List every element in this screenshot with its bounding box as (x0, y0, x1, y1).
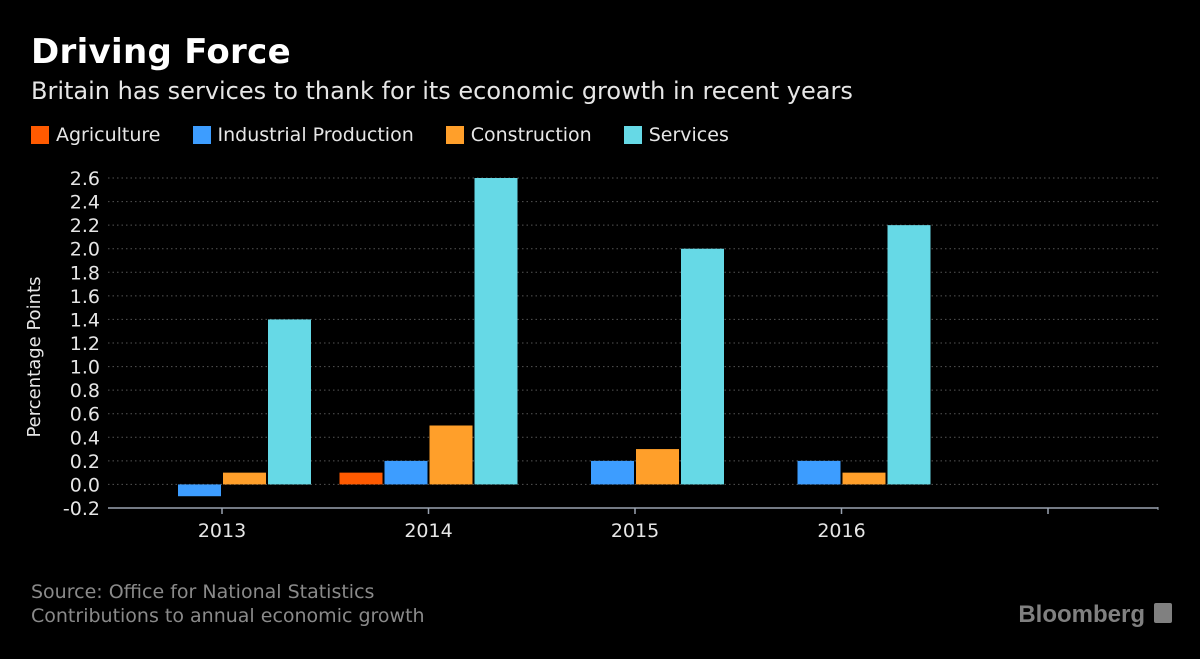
x-tick-label: 2014 (404, 520, 452, 542)
source-note: Source: Office for National Statistics C… (31, 580, 425, 628)
bar-construction-2015 (636, 449, 679, 485)
y-tick-label: 0.6 (70, 404, 100, 426)
x-axis: 2013 2014 2015 2016 (108, 507, 1159, 542)
y-axis-ticks: -0.20.00.20.40.60.81.01.21.41.61.82.02.2… (63, 168, 100, 520)
bar-services-2013 (268, 319, 311, 485)
y-tick-label: 1.0 (70, 357, 100, 379)
brand-logo: Bloomberg (1018, 601, 1145, 628)
y-tick-label: 2.2 (70, 215, 100, 237)
legend-swatch-agriculture (31, 126, 49, 144)
bar-industrial-production-2016 (797, 460, 841, 485)
y-tick-label: -0.2 (63, 498, 100, 520)
y-tick-label: 2.6 (70, 168, 100, 190)
bar-services-2014 (474, 178, 518, 485)
legend-item-agriculture: Agriculture (31, 124, 161, 146)
y-tick-label: 0.2 (70, 451, 100, 473)
legend-swatch-services (623, 126, 642, 144)
x-tick-label: 2016 (817, 520, 865, 542)
y-tick-label: 2.4 (70, 192, 100, 214)
chart-title: Driving Force (31, 32, 291, 72)
y-tick-label: 1.2 (70, 333, 100, 355)
legend-label: Agriculture (56, 124, 161, 146)
bar-construction-2014 (429, 425, 473, 485)
bar-services-2015 (681, 248, 724, 485)
y-tick-label: 0.8 (70, 380, 100, 402)
legend-label: Industrial Production (217, 124, 414, 146)
x-tick-label: 2013 (198, 520, 246, 542)
bloomberg-chart-icon (1154, 603, 1172, 623)
source-text: Source: Office for National Statistics (31, 581, 375, 603)
legend-label: Construction (470, 124, 592, 146)
legend-swatch-construction (445, 126, 464, 144)
bar-construction-2013 (223, 472, 266, 485)
legend-item-services: Services (623, 124, 729, 146)
legend-item-industrial-production: Industrial Production (192, 124, 414, 146)
bar-construction-2016 (842, 472, 886, 485)
bar-services-2016 (887, 225, 931, 485)
y-tick-label: 0.4 (70, 427, 100, 449)
bar-agriculture-2014 (339, 472, 383, 485)
bar-industrial-production-2015 (591, 460, 634, 485)
chart-subtitle: Britain has services to thank for its ec… (31, 77, 853, 105)
y-tick-label: 0.0 (70, 474, 100, 496)
y-axis-label: Percentage Points (24, 276, 45, 437)
gridlines (108, 177, 1158, 485)
x-tick-label: 2015 (611, 520, 659, 542)
y-tick-label: 1.8 (70, 262, 100, 284)
note-text: Contributions to annual economic growth (31, 605, 425, 627)
legend-swatch-industrial-production (192, 126, 211, 144)
bar-industrial-production-2014 (384, 460, 428, 485)
bars (178, 178, 931, 497)
y-tick-label: 1.4 (70, 309, 100, 331)
legend-label: Services (648, 124, 729, 146)
legend: Agriculture Industrial Production Constr… (31, 124, 761, 146)
bar-industrial-production-2013 (178, 484, 221, 497)
y-tick-label: 2.0 (70, 239, 100, 261)
legend-item-construction: Construction (445, 124, 592, 146)
y-tick-label: 1.6 (70, 286, 100, 308)
